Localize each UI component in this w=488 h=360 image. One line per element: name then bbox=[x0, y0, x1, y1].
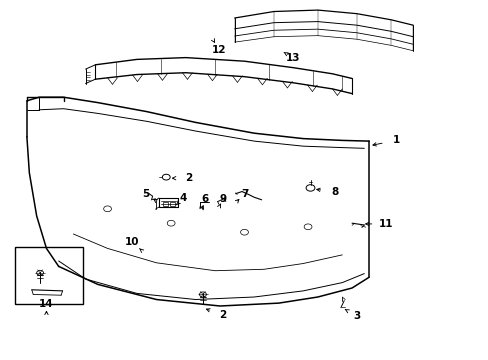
Text: 7: 7 bbox=[240, 189, 248, 199]
Bar bbox=[15, 247, 83, 304]
Text: 13: 13 bbox=[285, 53, 300, 63]
Bar bbox=[163, 202, 167, 206]
Text: 5: 5 bbox=[142, 189, 149, 199]
Text: 8: 8 bbox=[331, 186, 338, 197]
Text: 6: 6 bbox=[202, 194, 208, 204]
Text: 9: 9 bbox=[220, 194, 226, 204]
Text: 11: 11 bbox=[378, 219, 393, 229]
Text: 12: 12 bbox=[211, 45, 226, 55]
Text: 10: 10 bbox=[124, 237, 139, 247]
Text: 1: 1 bbox=[392, 135, 399, 145]
Text: 2: 2 bbox=[184, 173, 191, 183]
Text: 3: 3 bbox=[353, 311, 360, 321]
Text: 14: 14 bbox=[39, 299, 54, 309]
Text: 2: 2 bbox=[219, 310, 225, 320]
Bar bbox=[170, 202, 175, 206]
Text: 4: 4 bbox=[179, 193, 187, 203]
